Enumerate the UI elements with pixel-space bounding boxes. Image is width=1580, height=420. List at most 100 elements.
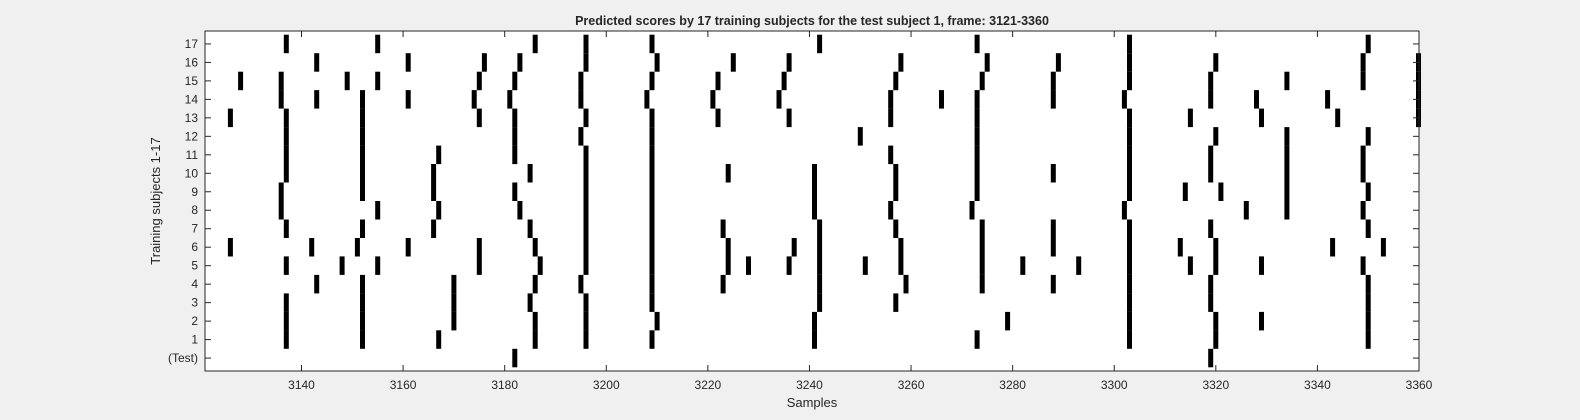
score-mark xyxy=(1213,330,1219,349)
score-mark xyxy=(979,219,985,238)
score-mark xyxy=(649,238,655,257)
score-mark xyxy=(710,90,716,109)
score-mark xyxy=(431,164,437,183)
score-mark xyxy=(974,330,980,349)
score-mark xyxy=(527,164,533,183)
score-mark xyxy=(817,274,823,294)
score-mark xyxy=(583,182,589,201)
score-mark xyxy=(527,219,533,238)
score-mark xyxy=(360,293,365,312)
score-mark xyxy=(812,311,817,331)
score-mark xyxy=(314,53,320,72)
score-mark xyxy=(1050,164,1056,183)
score-mark xyxy=(979,238,985,257)
score-mark xyxy=(776,90,782,109)
score-mark xyxy=(1076,256,1082,275)
score-mark xyxy=(532,274,538,294)
score-mark xyxy=(360,127,365,146)
y-tick-label: 3 xyxy=(191,296,198,310)
x-tick-label: 3340 xyxy=(1304,378,1331,392)
score-mark xyxy=(583,219,589,238)
score-mark xyxy=(893,293,899,312)
y-tick-label: 17 xyxy=(185,37,199,51)
score-mark xyxy=(1127,238,1132,257)
score-mark xyxy=(375,201,381,220)
x-axis-ticks: 3140 3160 3180 3200 3220 3240 3260 3280 3300 3320… xyxy=(288,31,1433,392)
score-mark xyxy=(1213,256,1219,275)
score-mark xyxy=(1365,127,1371,146)
score-mark xyxy=(725,256,731,275)
y-tick-label: 15 xyxy=(185,74,199,88)
y-tick-label: (Test) xyxy=(168,351,198,365)
score-mark xyxy=(238,71,244,91)
score-mark xyxy=(781,71,787,91)
score-mark xyxy=(375,256,381,275)
y-tick-label: 10 xyxy=(185,166,199,180)
score-mark xyxy=(654,311,660,331)
score-mark xyxy=(1121,90,1127,109)
score-mark xyxy=(649,274,655,294)
score-mark xyxy=(786,256,792,275)
score-mark xyxy=(746,256,751,275)
score-mark xyxy=(583,293,589,312)
score-mark xyxy=(649,293,655,312)
x-tick-label: 3260 xyxy=(898,378,925,392)
score-mark xyxy=(715,108,721,128)
score-mark xyxy=(898,256,904,275)
score-mark xyxy=(898,53,904,72)
score-mark xyxy=(1208,274,1214,294)
score-mark xyxy=(1208,348,1214,368)
score-mark xyxy=(1127,145,1132,165)
score-mark xyxy=(583,34,589,54)
score-mark xyxy=(649,182,655,201)
score-mark xyxy=(1055,53,1061,72)
score-mark xyxy=(649,145,655,165)
score-mark xyxy=(405,238,411,257)
score-mark xyxy=(786,108,792,128)
y-tick-label: 11 xyxy=(186,148,199,162)
score-mark xyxy=(583,238,589,257)
data-marks xyxy=(227,34,1421,368)
score-mark xyxy=(649,256,655,275)
score-mark xyxy=(1127,311,1132,331)
x-axis-label: Samples xyxy=(787,395,838,410)
score-mark xyxy=(974,34,980,54)
score-mark xyxy=(527,293,533,312)
score-mark xyxy=(1365,274,1371,294)
score-mark xyxy=(1243,201,1249,220)
score-mark xyxy=(725,164,731,183)
score-mark xyxy=(578,90,584,109)
score-mark xyxy=(1127,53,1132,72)
score-mark xyxy=(283,108,289,128)
score-mark xyxy=(1360,256,1366,275)
score-mark xyxy=(476,256,482,275)
score-mark xyxy=(344,71,350,91)
score-mark xyxy=(431,219,437,238)
score-mark xyxy=(1127,127,1132,146)
score-mark xyxy=(649,164,655,183)
score-mark xyxy=(1208,71,1214,91)
score-mark xyxy=(1284,145,1290,165)
score-mark xyxy=(979,256,985,275)
score-mark xyxy=(278,182,284,201)
score-mark xyxy=(1284,164,1290,183)
y-axis-label: Training subjects 1-17 xyxy=(148,137,163,264)
x-tick-label: 3180 xyxy=(491,378,518,392)
score-mark xyxy=(1365,293,1371,312)
score-mark xyxy=(1360,53,1366,72)
score-mark xyxy=(360,164,365,183)
score-mark xyxy=(578,127,584,146)
score-mark xyxy=(451,293,457,312)
score-mark xyxy=(283,256,289,275)
score-mark xyxy=(583,53,589,72)
score-mark xyxy=(1208,90,1214,109)
score-mark xyxy=(1208,293,1214,312)
score-mark xyxy=(283,164,289,183)
score-mark xyxy=(512,145,518,165)
score-mark xyxy=(476,108,482,128)
score-mark xyxy=(227,108,233,128)
score-mark xyxy=(1121,201,1127,220)
y-tick-label: 2 xyxy=(191,314,198,328)
score-mark xyxy=(436,330,442,349)
